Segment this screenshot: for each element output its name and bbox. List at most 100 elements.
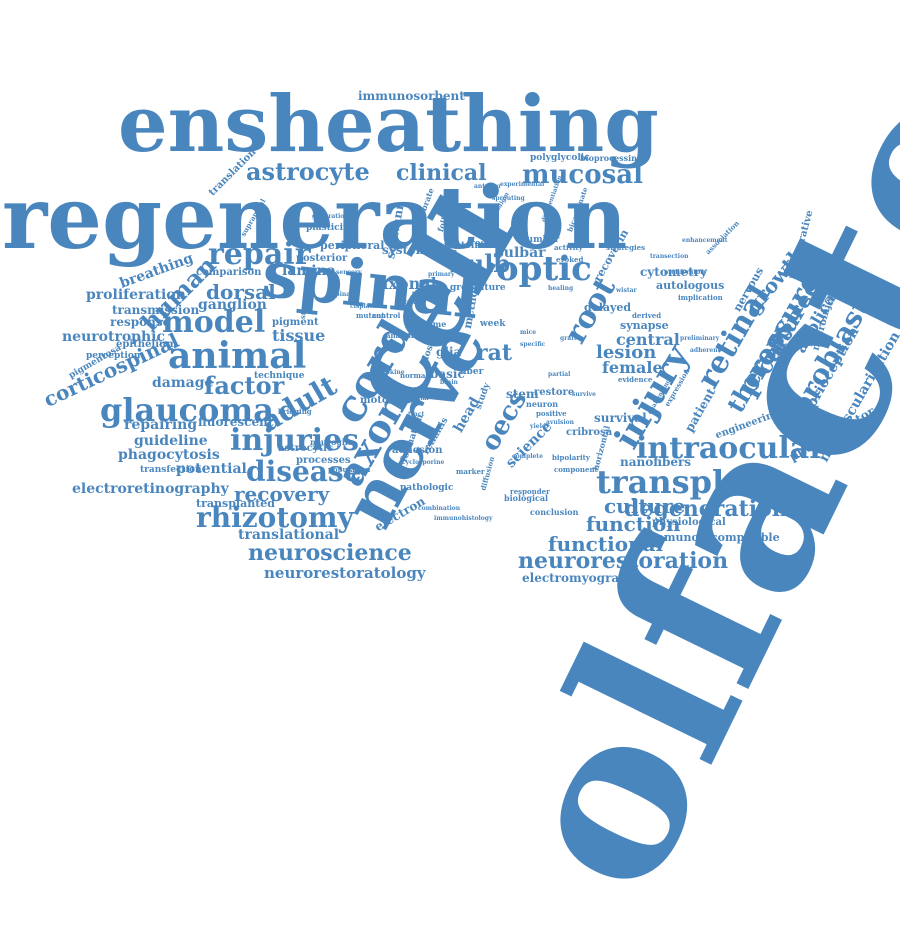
word-bioprocessing: bioprocessing bbox=[580, 153, 643, 163]
word-biological: biological bbox=[504, 493, 549, 503]
word-collagen: collagen bbox=[424, 247, 458, 256]
word-chronic: chronic bbox=[396, 299, 422, 306]
word-axonal: axonal bbox=[378, 274, 437, 293]
word-graft: graft bbox=[560, 335, 577, 342]
word-injuries: injuries bbox=[230, 423, 360, 458]
word-glia: glia bbox=[436, 345, 462, 359]
word-electroretinography: electroretinography bbox=[72, 481, 229, 497]
word-future: future bbox=[474, 283, 506, 293]
word-model: model bbox=[162, 305, 266, 340]
word-intraocular: intraocular bbox=[636, 431, 826, 466]
word-processes: processes bbox=[296, 455, 351, 466]
word-conclusion: conclusion bbox=[530, 507, 579, 517]
word-repairing: repairing bbox=[124, 417, 198, 433]
word-derived: derived bbox=[632, 311, 662, 320]
word-transplanted: transplanted bbox=[196, 497, 275, 510]
word-comparison: comparison bbox=[196, 267, 262, 278]
word-lesion: lesion bbox=[596, 342, 657, 363]
word-rescue: rescue bbox=[470, 239, 504, 249]
word-week: week bbox=[480, 319, 506, 329]
word-bipolarity: bipolarity bbox=[552, 453, 590, 462]
word-group: group bbox=[450, 283, 480, 293]
word-time: time bbox=[426, 319, 447, 329]
word-clinical: clinical bbox=[396, 160, 487, 186]
word-potential: potential bbox=[176, 461, 247, 477]
word-transplant: transplant bbox=[596, 463, 783, 501]
word-basic: basic bbox=[430, 367, 465, 381]
word-dorsal: dorsal bbox=[206, 280, 276, 304]
word-optic: optic bbox=[496, 249, 592, 289]
word-reconstruction: reconstruction bbox=[716, 479, 783, 489]
word-astrocytic: astrocytic bbox=[278, 443, 334, 454]
word-strategies: strategies bbox=[606, 243, 646, 252]
word-enhancement: enhancement bbox=[682, 237, 728, 244]
word-analysis: analysis bbox=[386, 331, 418, 340]
word-bridging: bridging bbox=[278, 407, 312, 416]
word-adhesion: adhesion bbox=[392, 445, 443, 456]
word-population: population bbox=[328, 465, 371, 474]
word-bulb: bulb bbox=[450, 249, 511, 278]
word-peripheral: peripheral bbox=[320, 239, 385, 252]
word-factor: factor bbox=[204, 371, 285, 400]
word-treat: treat bbox=[412, 291, 429, 298]
word-glaucoma: glaucoma bbox=[100, 391, 274, 429]
word-preliminary: preliminary bbox=[680, 335, 720, 342]
word-ensheathing: ensheathing bbox=[118, 79, 659, 170]
word-implication: implication bbox=[678, 293, 723, 302]
word-disease: disease bbox=[246, 455, 362, 488]
word-culture: culture bbox=[604, 494, 686, 518]
word-marker: marker bbox=[456, 467, 485, 476]
word-responder: responder bbox=[510, 487, 550, 496]
word-protein: protein bbox=[444, 241, 481, 251]
word-cytometry: cytometry bbox=[640, 265, 707, 279]
word-delayed: delayed bbox=[584, 301, 632, 314]
word-component: component bbox=[554, 465, 598, 474]
word-evidence: evidence bbox=[618, 375, 653, 384]
word-response: response bbox=[110, 315, 171, 329]
word-lamina: lamina bbox=[282, 263, 336, 279]
word-evoked: evoked bbox=[556, 255, 584, 264]
word-rat: rat bbox=[476, 340, 513, 366]
word-physiological: physiological bbox=[652, 517, 726, 528]
word-specific: specific bbox=[520, 341, 546, 348]
word-guideline: guideline bbox=[134, 433, 208, 449]
word-brain: brain bbox=[440, 379, 458, 386]
word-neuroglia: neuroglia bbox=[310, 437, 354, 447]
word-control: control bbox=[372, 311, 401, 320]
word-repair: repair bbox=[208, 237, 311, 272]
word-avulsion: avulsion bbox=[546, 419, 575, 426]
word-central: central bbox=[616, 330, 680, 349]
word-survive: survive bbox=[572, 391, 596, 398]
word-phagocytosis: phagocytosis bbox=[118, 447, 220, 463]
word-mice: mice bbox=[520, 329, 537, 336]
word-diffusion: diffusion bbox=[478, 455, 497, 492]
word-fiber: fiber bbox=[460, 367, 484, 377]
word-neurorestoratology: neurorestoratology bbox=[264, 564, 426, 582]
word-cisplatin: cisplatin bbox=[350, 303, 380, 310]
word-partial: partial bbox=[548, 371, 571, 378]
word-autologous: autologous bbox=[656, 279, 725, 292]
word-neurorestoration: neurorestoration bbox=[518, 548, 729, 574]
word-translational: translational bbox=[238, 527, 340, 543]
word-nanofibers: nanofibers bbox=[620, 455, 692, 469]
word-transection: transection bbox=[650, 253, 689, 260]
word-primary: primary bbox=[428, 271, 455, 278]
word-motor: motor bbox=[360, 395, 394, 406]
word-number: number bbox=[520, 235, 560, 245]
word-mutant: mutant bbox=[356, 311, 385, 320]
word-transfection: transfection bbox=[140, 465, 202, 475]
word-sprouting: sprouting bbox=[492, 195, 525, 202]
word-animal: animal bbox=[168, 335, 307, 377]
word-normal: normal bbox=[400, 371, 429, 380]
word-ganglion: ganglion bbox=[198, 297, 267, 313]
word-restore: restore bbox=[534, 387, 575, 398]
word-cytokine: cytokine bbox=[376, 369, 405, 376]
word-cribrosa: cribrosa bbox=[566, 427, 613, 438]
word-female: female bbox=[602, 358, 663, 377]
word-survival: survival bbox=[594, 411, 647, 425]
word-polyglycolic: polyglycolic bbox=[530, 153, 590, 163]
word-tract: tract bbox=[408, 411, 425, 418]
word-immunosorbent: immunosorbent bbox=[358, 89, 465, 103]
word-function: function bbox=[586, 512, 681, 536]
